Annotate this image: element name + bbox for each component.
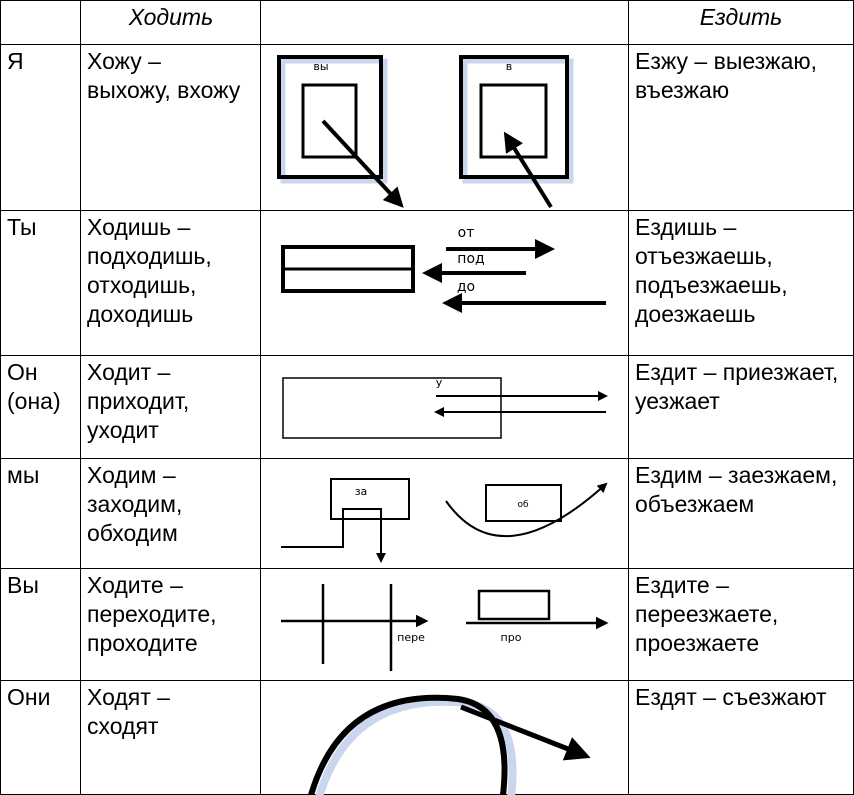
diagram-label: за <box>355 485 368 498</box>
pronoun-cell: Они <box>0 680 81 795</box>
cell-line: переходите, <box>87 601 217 627</box>
cell-line: приходит, <box>87 388 190 414</box>
walk-cell: Ходим – заходим, обходим <box>80 458 261 569</box>
diagram: за об <box>281 478 608 563</box>
diagram-label: под <box>457 251 484 267</box>
cell-line: Ходите – <box>87 572 183 598</box>
cell-line: въезжаю <box>635 77 730 103</box>
cell-line: Ходит – <box>87 359 171 385</box>
cell-line: выхожу, вхожу <box>87 77 241 103</box>
cell-line: уезжает <box>635 388 720 414</box>
cell-line: Вы <box>7 572 39 598</box>
header-cell <box>260 0 629 45</box>
cell-line: подходишь, <box>87 243 212 269</box>
diagram-cell: от под до <box>260 210 629 356</box>
cell-line: проходите <box>87 630 198 656</box>
cell-line: отходишь, <box>87 272 197 298</box>
diagram-label: у <box>436 376 443 389</box>
cell-line: Он <box>7 359 38 385</box>
pronoun-cell: Он (она) <box>0 355 81 459</box>
diagram-label: до <box>457 279 475 295</box>
diagram-label: от <box>458 225 475 241</box>
ride-cell: Ездите – переезжаете, проезжаете <box>628 568 854 681</box>
cell-line: доходишь <box>87 301 194 327</box>
cell-line: доезжаешь <box>635 301 756 327</box>
diagram-cell: пере про <box>260 568 629 681</box>
cell-line: обходим <box>87 520 178 546</box>
walk-cell: Ходит – приходит, уходит <box>80 355 261 459</box>
walk-cell: Ходишь – подходишь, отходишь, доходишь <box>80 210 261 356</box>
cell-line: отъезжаешь, <box>635 243 773 269</box>
diagram-label: про <box>501 631 522 644</box>
cell-line: Хожу – <box>87 48 161 74</box>
diagram-label: вы <box>313 60 328 73</box>
walk-cell: Ходите – переходите, проходите <box>80 568 261 681</box>
cell-line: Ездим – заезжаем, <box>635 462 838 488</box>
diagram: от под до <box>281 225 606 313</box>
cell-line: подъезжаешь, <box>635 272 788 298</box>
cell-line: (она) <box>7 388 61 414</box>
header-cell <box>0 0 81 45</box>
cell-line: уходит <box>87 417 159 443</box>
cell-line: проезжаете <box>635 630 760 656</box>
cell-line: Езжу – выезжаю, <box>635 48 818 74</box>
header-cell: Ездить <box>628 0 854 45</box>
cell-line: Ходим – <box>87 462 176 488</box>
diagram-label: об <box>517 500 529 510</box>
diagram-cell: у <box>260 355 629 459</box>
walk-cell: Ходят – сходят <box>80 680 261 795</box>
cell-line: Ты <box>7 214 37 240</box>
diagram-cell: за об <box>260 458 629 569</box>
cell-line: заходим, <box>87 491 183 517</box>
walk-cell: Хожу – выхожу, вхожу <box>80 44 261 211</box>
ride-cell: Ездим – заезжаем, объезжаем <box>628 458 854 569</box>
ride-cell: Езжу – выезжаю, въезжаю <box>628 44 854 211</box>
header-cell: Ходить <box>80 0 261 45</box>
cell-line: Ходишь – <box>87 214 191 240</box>
ride-cell: Ездят – съезжают <box>628 680 854 795</box>
cell-line: Ездите – <box>635 572 729 598</box>
cell-line: Они <box>7 684 51 710</box>
diagram <box>308 694 591 795</box>
diagram-label: пере <box>397 631 425 644</box>
cell-line: Ездят – съезжают <box>635 684 827 710</box>
cell-line: Ездишь – <box>635 214 737 240</box>
cell-line: сходят <box>87 713 159 739</box>
cell-line: Ходят – <box>87 684 170 710</box>
diagram-cell: вы в <box>260 44 629 211</box>
pronoun-cell: мы <box>0 458 81 569</box>
pronoun-cell: Ты <box>0 210 81 356</box>
diagram-label: в <box>506 60 512 73</box>
diagram: у <box>282 376 608 439</box>
cell-line: Я <box>7 48 24 74</box>
cell-line: мы <box>7 462 40 488</box>
cell-line: переезжаете, <box>635 601 779 627</box>
diagram: вы в <box>277 55 574 209</box>
ride-cell: Ездишь – отъезжаешь, подъезжаешь, доезжаешь <box>628 210 854 356</box>
diagram: пере про <box>281 584 609 671</box>
cell-line: Ездит – приезжает, <box>635 359 839 385</box>
pronoun-cell: Вы <box>0 568 81 681</box>
ride-cell: Ездит – приезжает, уезжает <box>628 355 854 459</box>
diagram-cell <box>260 680 629 795</box>
cell-line: объезжаем <box>635 491 755 517</box>
pronoun-cell: Я <box>0 44 81 211</box>
